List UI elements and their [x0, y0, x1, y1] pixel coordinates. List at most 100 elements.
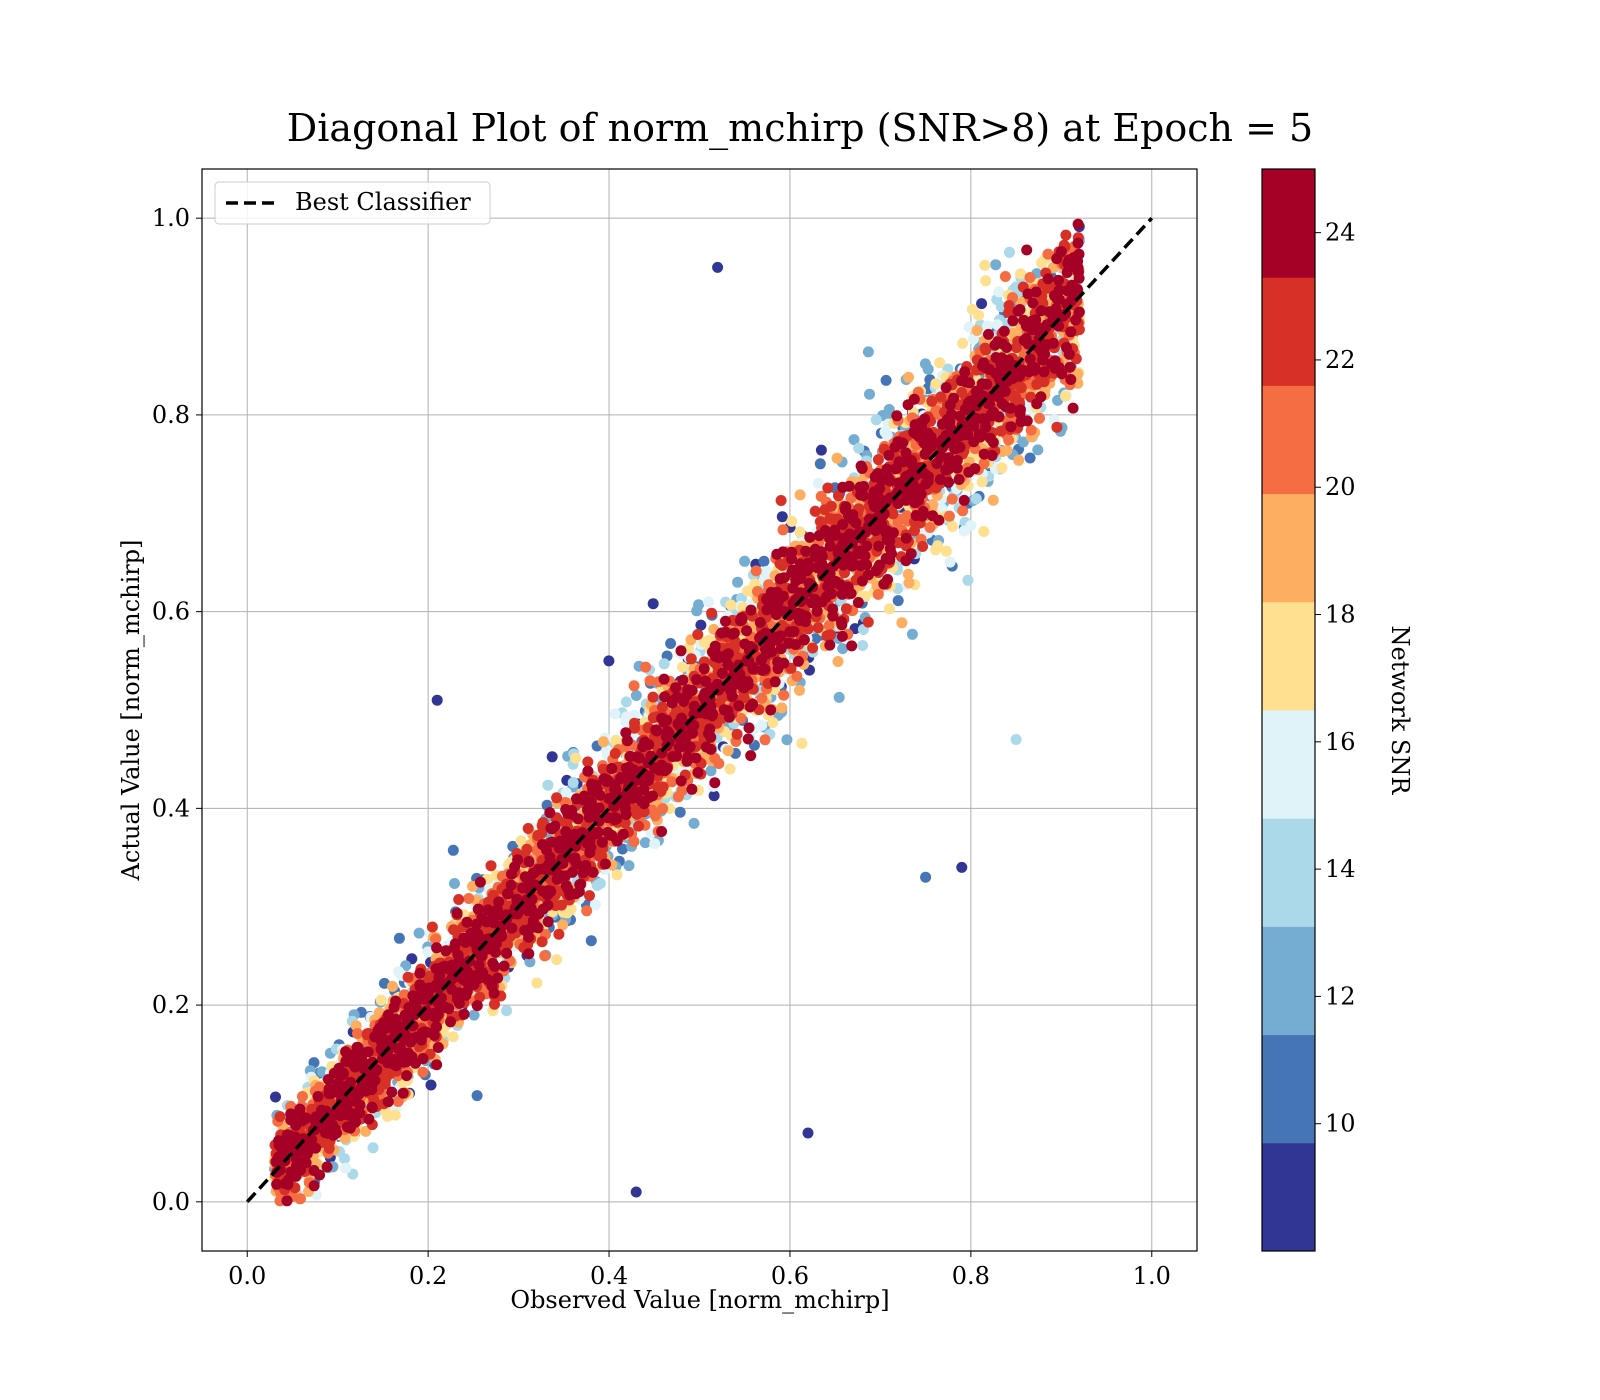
scatter-point	[896, 617, 908, 629]
scatter-point	[620, 696, 632, 708]
scatter-point	[971, 325, 983, 336]
scatter-point	[722, 745, 734, 757]
scatter-point	[831, 452, 843, 464]
scatter-point	[393, 966, 405, 978]
scatter-point	[924, 522, 936, 533]
scatter-point	[340, 1162, 352, 1174]
scatter-point	[620, 716, 632, 728]
scatter-point	[623, 860, 635, 872]
scatter-point	[778, 689, 790, 701]
scatter-point	[546, 751, 558, 763]
scatter-point	[879, 426, 891, 438]
scatter-point	[628, 709, 640, 721]
scatter-point	[649, 838, 661, 850]
scatter-point	[883, 404, 895, 415]
scatter-point	[542, 779, 554, 791]
scatter-point	[430, 933, 442, 945]
scatter-point	[884, 603, 895, 615]
scatter-point	[956, 861, 968, 873]
scatter-point	[617, 843, 628, 855]
scatter-point	[880, 374, 892, 386]
scatter-point	[567, 777, 579, 788]
scatter-point	[814, 458, 826, 470]
scatter-point	[802, 1127, 814, 1139]
scatter-point	[658, 658, 670, 670]
scatter-point	[712, 261, 724, 273]
scatter-point	[940, 545, 952, 557]
scatter-point	[870, 414, 882, 426]
scatter-point	[756, 719, 768, 731]
scatter-point	[809, 505, 821, 517]
scatter-point	[674, 806, 686, 818]
scatter-point	[962, 574, 974, 586]
scatter-point	[392, 1096, 404, 1107]
scatter-point	[640, 661, 652, 673]
scatter-point	[758, 555, 770, 567]
scatter-point	[934, 357, 946, 369]
scatter-point	[901, 510, 913, 522]
scatter-point	[633, 820, 645, 832]
scatter-point	[976, 298, 988, 310]
scatter-point	[695, 619, 707, 631]
scatter-point	[947, 521, 958, 533]
scatter-point	[1025, 424, 1037, 436]
scatter-point	[610, 734, 622, 746]
scatter-point	[837, 643, 849, 655]
scatter-point	[270, 1091, 281, 1103]
scatter-point	[739, 555, 751, 567]
scatter-point	[750, 565, 762, 577]
scatter-point	[639, 837, 651, 849]
scatter-point	[794, 684, 805, 696]
scatter-point	[703, 596, 714, 608]
scatter-point	[978, 526, 990, 537]
scatter-point	[990, 259, 1002, 271]
scatter-point	[853, 442, 865, 454]
scatter-point	[649, 810, 661, 822]
scatter-point	[1036, 257, 1048, 269]
scatter-point	[1013, 454, 1025, 466]
scatter-point	[786, 515, 798, 527]
scatter-point	[833, 691, 845, 703]
scatter-point	[628, 680, 640, 692]
scatter-point	[693, 599, 705, 611]
scatter-point	[591, 880, 603, 891]
scatter-point	[425, 1079, 437, 1091]
scatter-point	[296, 1091, 308, 1102]
scatter-point	[551, 954, 563, 966]
scatter-point	[656, 701, 668, 713]
scatter-point	[999, 271, 1011, 282]
scatter-point	[976, 476, 988, 488]
scatter-point	[666, 776, 678, 788]
scatter-point	[832, 656, 844, 667]
scatter-point	[815, 444, 827, 456]
scatter-point	[705, 765, 717, 777]
scatter-point	[367, 1142, 379, 1154]
scatter-point	[402, 971, 414, 983]
scatter-point	[672, 791, 684, 803]
scatter-point	[422, 946, 434, 958]
scatter-point	[759, 734, 771, 746]
scatter-point	[647, 598, 659, 610]
scatter-point	[920, 871, 932, 883]
scatter-point	[360, 1125, 372, 1137]
scatter-point	[449, 878, 460, 889]
scatter-point	[761, 565, 773, 577]
plot-area: 0.0 0.2 0.4 0.6 0.8 1.0 0.00.20.40.60.81.0	[152, 168, 1198, 1290]
scatter-point	[862, 346, 874, 358]
scatter-point	[932, 540, 944, 552]
scatter-point	[892, 595, 904, 607]
scatter-point	[957, 337, 969, 349]
scatter-point	[1060, 229, 1072, 241]
scatter-point	[791, 670, 803, 682]
scatter-point	[982, 320, 993, 332]
scatter-point	[447, 1031, 459, 1043]
scatter-point	[501, 1005, 513, 1017]
scatter-point	[1034, 412, 1045, 424]
scatter-point	[776, 511, 788, 523]
scatter-point	[892, 516, 904, 528]
scatter-point	[339, 1153, 350, 1165]
scatter-point	[794, 526, 806, 538]
scatter-point	[1010, 734, 1022, 745]
scatter-point	[677, 661, 688, 673]
